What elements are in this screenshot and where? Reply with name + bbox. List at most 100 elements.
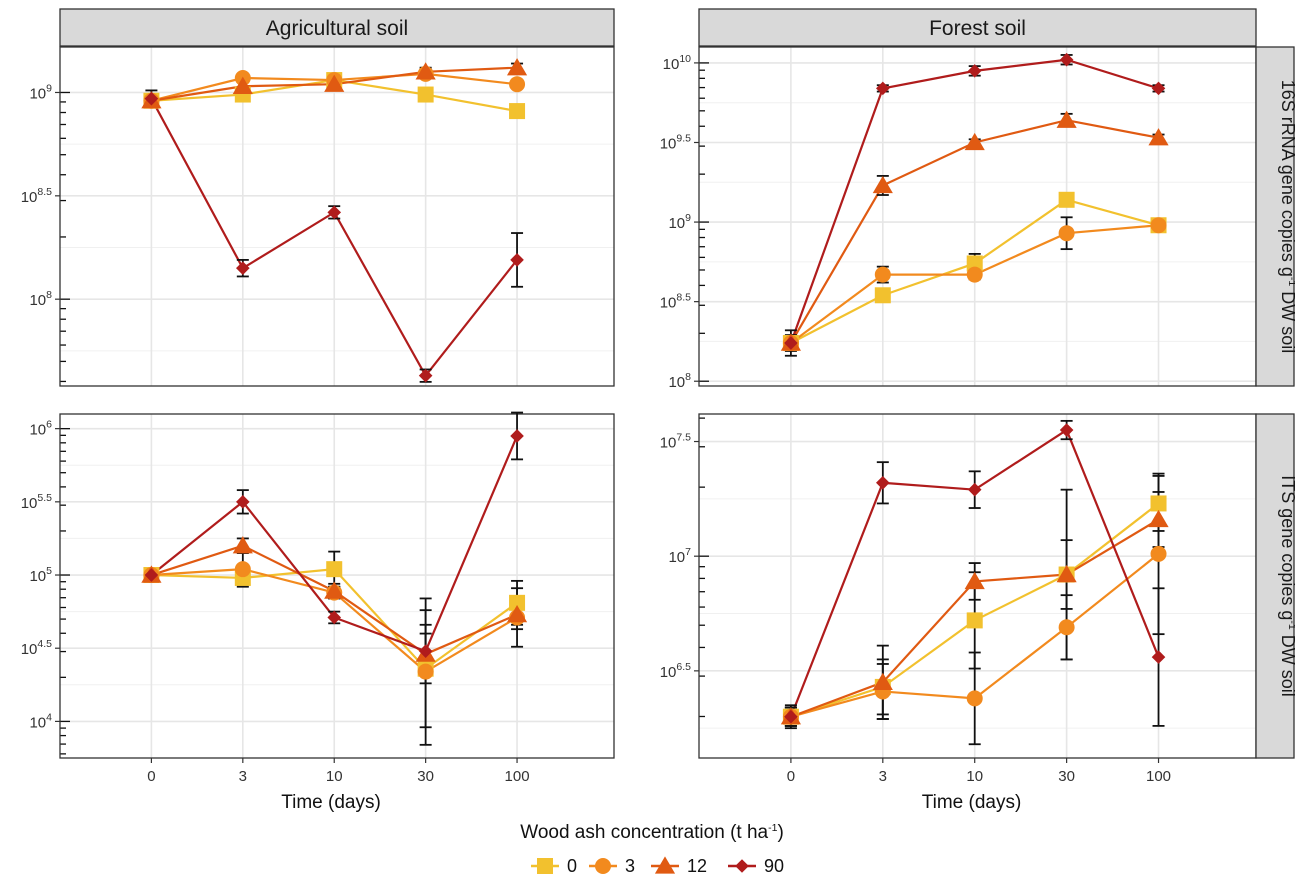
data-point-12 [1056,110,1077,128]
data-point-12 [964,571,985,590]
legend-key-marker [735,859,749,873]
strip-label: Agricultural soil [266,17,408,40]
data-point-12 [1148,128,1169,146]
data-point-90 [967,482,982,497]
legend-label: 3 [625,856,635,876]
x-tick-label: 3 [239,768,247,785]
y-tick-exponent: 9 [685,212,691,224]
panel-background [699,47,1256,386]
y-tick-base: 10 [29,292,46,309]
facet-strip-16s: 16S rRNA gene copies g-1 DW soil [1255,46,1295,387]
data-point-12 [1056,564,1077,583]
legend-key-marker [654,856,676,874]
data-point-90 [876,81,890,96]
x-tick-label: 3 [879,768,887,785]
y-tick-label: 108 [29,289,52,309]
data-point-90 [418,644,433,658]
y-tick-exponent: 5.5 [37,492,52,504]
data-point-90 [510,253,524,267]
y-tick-label: 108 [668,371,691,391]
row-label-text: ITS gene copies g [1278,475,1295,620]
row-label-text: 16S rRNA gene copies g [1278,80,1295,277]
y-tick-exponent: 8 [685,371,691,383]
y-tick-label: 1010 [663,53,692,73]
y-tick-label: 106 [29,419,52,439]
y-tick-exponent: 9.5 [676,132,691,144]
data-point-0 [1058,191,1075,208]
data-point-90 [144,91,159,106]
y-tick-label: 108.5 [660,292,691,312]
y-tick-base: 10 [21,641,38,658]
data-point-12 [324,74,345,92]
legend-label: 12 [687,856,707,876]
data-point-0 [509,594,526,611]
row-label-superscript: -1 [1286,620,1295,629]
y-tick-exponent: 5 [46,565,52,577]
x-tick-label: 10 [326,768,343,785]
y-tick-exponent: 8.5 [37,186,52,198]
strip-label: Forest soil [929,17,1026,40]
legend-key-marker [595,858,611,874]
y-tick-exponent: 9 [46,82,52,94]
y-tick-label: 108.5 [21,186,52,206]
x-tick-label: 30 [417,768,434,785]
data-point-3 [509,76,526,93]
data-point-90 [967,64,982,78]
legend-entry-0: 0 [531,856,577,876]
row-label-text: DW soil [1278,630,1295,697]
data-point-90 [1059,52,1074,67]
data-point-90 [327,610,342,625]
data-point-3 [1058,619,1075,636]
data-point-90 [144,568,159,582]
data-point-90 [1151,81,1166,96]
y-tick-label: 109 [29,82,52,102]
facet-strip-forest: Forest soil [698,8,1257,47]
y-tick-exponent: 8 [46,289,52,301]
y-tick-label: 109.5 [660,132,691,152]
x-tick-label: 100 [505,768,530,785]
y-tick-base: 10 [29,422,46,439]
y-tick-label: 105.5 [21,492,52,512]
data-point-3 [1150,545,1167,562]
strip-background [1255,413,1295,759]
legend-title: Wood ash concentration (t ha-1) [520,822,784,843]
facet-strip-its: ITS gene copies g-1 DW soil [1255,413,1295,759]
data-point-90 [876,476,890,490]
data-point-12 [964,132,985,151]
row-strip-label: 16S rRNA gene copies g-1 DW soil [1278,80,1295,353]
data-point-12 [232,536,253,554]
y-tick-base: 10 [21,495,38,512]
data-point-3 [417,663,434,680]
data-point-0 [966,255,983,272]
y-tick-base: 10 [668,374,685,391]
legend-title-text: ) [777,822,783,843]
y-tick-exponent: 7 [685,546,691,558]
strip-background [698,8,1257,47]
y-tick-exponent: 10 [679,53,691,65]
data-point-3 [874,266,891,283]
data-point-3 [234,561,251,578]
legend-label: 0 [567,856,577,876]
y-tick-base: 10 [668,215,685,232]
data-point-12 [872,175,893,194]
y-tick-exponent: 7.5 [676,432,691,444]
legend: Wood ash concentration (t ha-1) 0 3 12 90 [520,822,784,876]
y-tick-base: 10 [29,714,46,731]
x-tick-label: 30 [1058,768,1075,785]
y-tick-exponent: 4 [46,711,52,723]
data-point-12 [506,604,528,623]
legend-key-marker [537,858,553,874]
data-point-90 [236,495,250,509]
data-point-90 [236,261,250,275]
data-point-12 [324,581,345,599]
y-tick-exponent: 6 [46,419,52,431]
data-point-90 [510,429,524,443]
row-strip-label: ITS gene copies g-1 DW soil [1278,475,1295,696]
y-tick-exponent: 8.5 [676,292,691,304]
y-tick-base: 10 [21,189,38,206]
data-point-3 [1150,217,1167,234]
data-point-90 [1151,650,1166,664]
